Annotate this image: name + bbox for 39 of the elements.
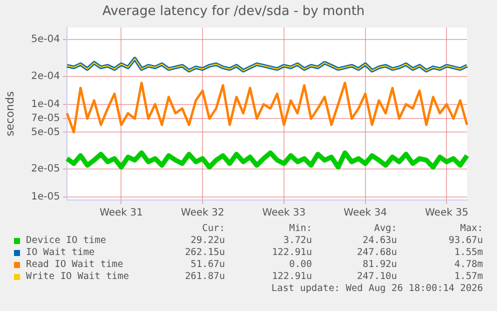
x-tick-label: Week 33 (262, 208, 306, 219)
text: 29.22u (190, 235, 225, 246)
y-axis-title: seconds (3, 91, 16, 136)
text: Min: (289, 223, 312, 234)
text: 122.91u (272, 247, 312, 258)
y-tick-label: 5e-04 (31, 34, 60, 45)
chart-title: Average latency for /dev/sda - by month (102, 4, 365, 20)
y-tick-label: 7e-05 (31, 113, 60, 124)
text: 1.55m (454, 247, 483, 258)
text: 3.72u (283, 235, 312, 246)
y-tick-label: 2e-04 (31, 70, 60, 82)
text: 262.15u (184, 247, 225, 258)
text: 1.57m (454, 271, 483, 282)
x-tick-label: Week 31 (100, 208, 143, 219)
y-tick-label: 2e-05 (31, 164, 60, 175)
legend-label: IO Wait time (26, 247, 95, 258)
text: 93.67u (448, 235, 483, 246)
legend-label: Write IO Wait time (26, 271, 129, 282)
text: Max: (460, 223, 483, 234)
text: 122.91u (272, 271, 312, 282)
y-tick-label: 1e-04 (31, 98, 60, 110)
x-tick-label: Week 32 (180, 208, 224, 219)
y-tick-label: 1e-05 (31, 192, 60, 203)
text: Avg: (374, 223, 397, 234)
text: 261.87u (184, 271, 225, 282)
text: 0.00 (289, 259, 312, 270)
text: Last update: Wed Aug 26 18:00:14 2026 (271, 283, 483, 294)
text: 81.92u (362, 259, 397, 270)
text: 247.68u (356, 247, 397, 258)
y-tick-label: 5e-05 (31, 126, 60, 138)
text: 24.63u (362, 235, 397, 246)
legend-label: Device IO time (26, 235, 106, 246)
text: 51.67u (190, 259, 225, 270)
x-tick-label: Week 34 (344, 208, 387, 219)
legend-label: Read IO Wait time (26, 259, 124, 270)
text: Cur: (202, 223, 225, 234)
x-tick-label: Week 35 (425, 208, 468, 219)
text: 247.10u (356, 271, 397, 282)
text: 4.78m (454, 259, 483, 270)
